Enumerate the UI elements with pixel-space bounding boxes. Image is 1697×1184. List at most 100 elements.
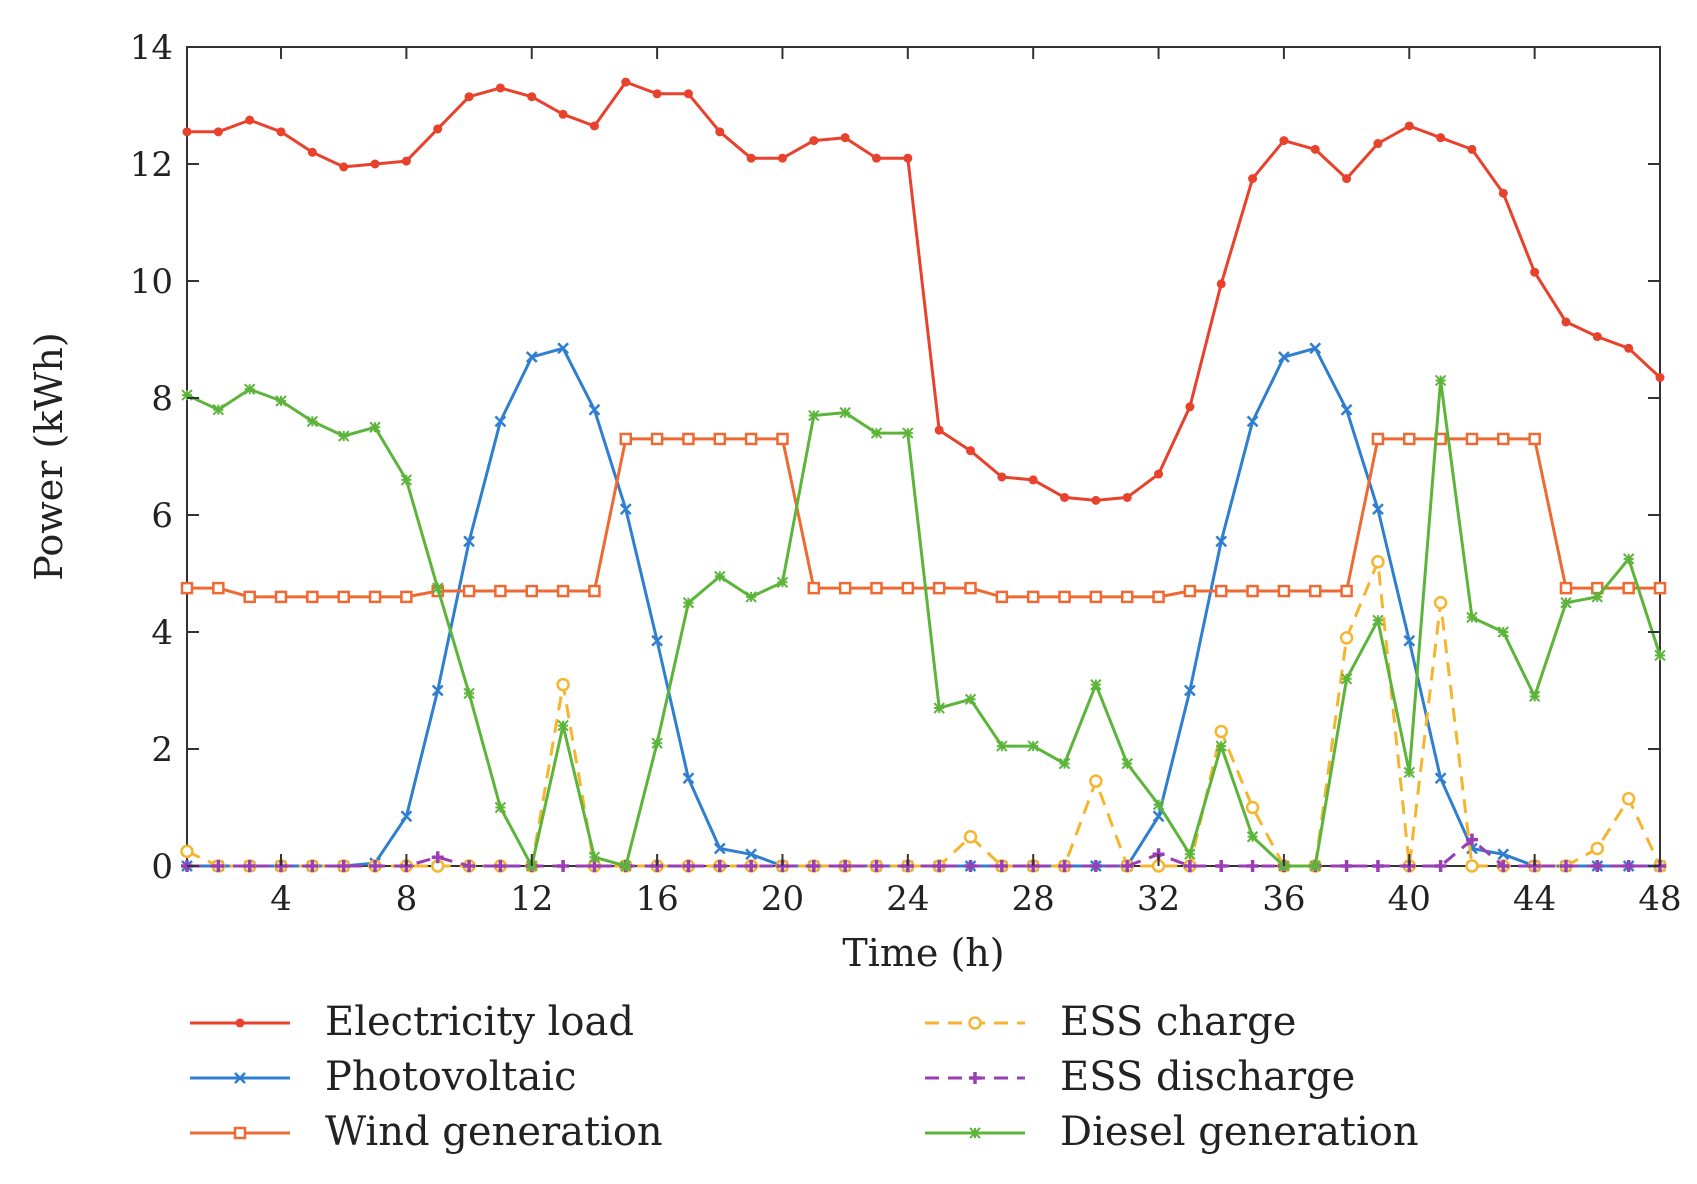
data-point <box>1152 590 1165 604</box>
data-point <box>870 427 883 439</box>
data-point <box>745 860 758 872</box>
data-point <box>1214 584 1228 598</box>
data-point <box>494 801 507 814</box>
data-point <box>1403 634 1416 647</box>
data-point <box>433 124 443 134</box>
data-point <box>243 860 256 872</box>
data-point <box>245 115 255 125</box>
data-point <box>839 860 852 872</box>
data-point <box>1373 139 1383 149</box>
data-point <box>1497 848 1510 861</box>
data-point <box>1433 596 1448 610</box>
legend-label: Wind generation <box>325 1109 663 1155</box>
data-point <box>1465 432 1479 446</box>
data-point <box>1339 631 1354 645</box>
y-tick-label: 8 <box>151 379 173 419</box>
data-point <box>776 576 789 588</box>
data-point <box>213 127 223 137</box>
x-tick-label: 12 <box>510 879 553 919</box>
legend-item: Photovoltaic <box>190 1054 577 1100</box>
data-point <box>369 860 382 872</box>
data-point <box>369 421 381 433</box>
data-point <box>463 687 475 700</box>
data-point <box>652 89 662 99</box>
data-point <box>1152 810 1165 823</box>
y-tick-label: 0 <box>151 847 173 887</box>
data-point <box>1403 432 1416 446</box>
data-point <box>1559 860 1572 872</box>
data-point <box>1246 860 1259 872</box>
data-point <box>1591 591 1604 603</box>
data-point <box>306 860 319 872</box>
x-tick-label: 28 <box>1012 879 1055 919</box>
data-point <box>1309 860 1321 872</box>
data-point <box>1246 584 1259 598</box>
data-point <box>714 570 726 583</box>
data-point <box>463 860 476 872</box>
legend-item: Electricity load <box>190 999 634 1045</box>
data-point <box>682 597 695 609</box>
data-point <box>1498 188 1508 198</box>
data-point <box>1465 859 1479 873</box>
data-point <box>558 109 568 119</box>
data-point <box>839 406 851 419</box>
data-point <box>180 844 194 859</box>
data-point <box>1404 121 1414 131</box>
data-point <box>1371 555 1385 569</box>
data-point <box>182 127 192 137</box>
legend-marker <box>233 1126 247 1140</box>
data-point <box>1215 535 1228 548</box>
data-point <box>1278 351 1290 363</box>
data-point <box>181 389 193 401</box>
x-tick-label: 44 <box>1513 879 1556 919</box>
data-point <box>744 432 758 446</box>
series-line <box>187 80 1662 502</box>
data-point <box>777 153 787 163</box>
y-tick-label: 14 <box>130 28 173 68</box>
x-tick-label: 8 <box>396 879 418 919</box>
data-point <box>494 860 507 872</box>
data-point <box>871 153 881 163</box>
data-point <box>464 92 474 102</box>
data-point <box>1152 798 1165 811</box>
y-tick-label: 6 <box>151 496 173 536</box>
data-point <box>902 427 914 439</box>
data-point <box>1340 860 1353 872</box>
legend-marker <box>968 1016 982 1030</box>
data-point <box>964 693 977 705</box>
legend: Electricity load Photovoltaic Wind generat… <box>190 999 1419 1155</box>
legend-marker <box>969 1127 981 1139</box>
data-point <box>1561 317 1571 327</box>
data-point <box>1248 174 1258 184</box>
data-point <box>745 848 758 861</box>
data-point <box>1245 800 1260 815</box>
data-point <box>588 403 601 416</box>
data-point <box>557 342 569 355</box>
data-point <box>337 430 350 442</box>
data-point <box>494 584 507 598</box>
data-point <box>1122 492 1132 502</box>
data-point <box>964 860 977 872</box>
data-point <box>1590 841 1605 856</box>
y-tick-label: 10 <box>130 262 173 302</box>
data-point <box>651 634 663 647</box>
data-point <box>1621 791 1636 806</box>
data-point <box>212 860 225 872</box>
data-point <box>401 156 411 166</box>
data-point <box>713 432 727 446</box>
data-point <box>1183 584 1197 598</box>
data-point <box>932 581 946 595</box>
data-point <box>463 535 475 548</box>
data-point <box>933 860 946 872</box>
legend-item: ESS discharge <box>925 1054 1355 1100</box>
data-point <box>651 737 663 749</box>
data-point <box>1090 678 1102 691</box>
data-point <box>306 590 319 604</box>
data-point <box>683 89 693 99</box>
data-point <box>1058 860 1071 872</box>
data-point <box>1559 581 1573 595</box>
data-point <box>807 581 821 595</box>
data-point <box>1371 432 1385 446</box>
data-point <box>619 503 632 516</box>
